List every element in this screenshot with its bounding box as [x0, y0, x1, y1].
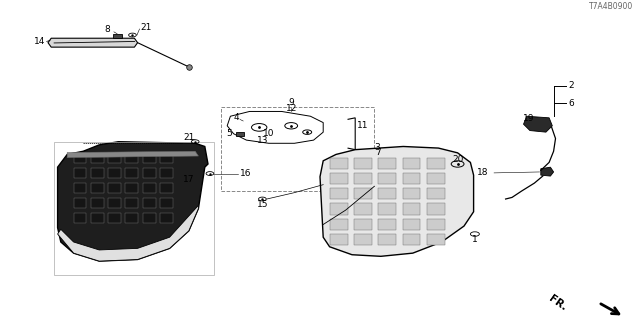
- Bar: [125, 183, 138, 193]
- Polygon shape: [58, 205, 198, 261]
- Bar: [91, 168, 104, 178]
- Bar: [330, 219, 348, 230]
- Bar: [330, 204, 348, 215]
- Text: 4: 4: [234, 113, 239, 122]
- Bar: [143, 168, 156, 178]
- Bar: [354, 188, 372, 199]
- Text: 10: 10: [263, 129, 275, 138]
- Bar: [354, 219, 372, 230]
- Polygon shape: [58, 142, 208, 261]
- Bar: [91, 198, 104, 208]
- Bar: [403, 173, 420, 184]
- Text: 14: 14: [34, 37, 45, 46]
- Bar: [91, 183, 104, 193]
- Bar: [427, 234, 445, 245]
- Text: 12: 12: [285, 104, 297, 113]
- Polygon shape: [524, 116, 552, 132]
- Bar: [330, 173, 348, 184]
- Bar: [125, 153, 138, 163]
- Bar: [143, 213, 156, 223]
- Bar: [330, 158, 348, 169]
- Bar: [143, 153, 156, 163]
- Text: 11: 11: [357, 121, 369, 130]
- Bar: [354, 173, 372, 184]
- Bar: [378, 219, 396, 230]
- Bar: [330, 234, 348, 245]
- Bar: [236, 132, 244, 136]
- Bar: [108, 168, 121, 178]
- Bar: [91, 153, 104, 163]
- Polygon shape: [320, 147, 474, 256]
- Bar: [330, 188, 348, 199]
- Bar: [427, 173, 445, 184]
- Text: 6: 6: [568, 99, 574, 108]
- Text: 3: 3: [375, 143, 380, 152]
- Text: 21: 21: [183, 133, 195, 142]
- Bar: [378, 204, 396, 215]
- Bar: [125, 213, 138, 223]
- Text: 17: 17: [183, 175, 195, 184]
- Bar: [378, 173, 396, 184]
- Bar: [108, 213, 121, 223]
- Text: 18: 18: [477, 168, 488, 177]
- Bar: [354, 234, 372, 245]
- Text: 15: 15: [257, 200, 268, 209]
- Bar: [160, 153, 173, 163]
- Bar: [74, 168, 86, 178]
- Bar: [143, 198, 156, 208]
- Text: 9: 9: [289, 98, 294, 107]
- Text: 7: 7: [375, 148, 380, 157]
- Text: 13: 13: [257, 136, 268, 145]
- Bar: [74, 198, 86, 208]
- Bar: [108, 198, 121, 208]
- Polygon shape: [48, 38, 138, 47]
- Bar: [113, 34, 122, 38]
- Bar: [403, 188, 420, 199]
- Bar: [74, 213, 86, 223]
- Bar: [108, 183, 121, 193]
- Bar: [427, 219, 445, 230]
- Text: 8: 8: [105, 25, 110, 34]
- Bar: [354, 204, 372, 215]
- Bar: [160, 213, 173, 223]
- Bar: [427, 158, 445, 169]
- Bar: [403, 219, 420, 230]
- Text: 20: 20: [452, 155, 463, 164]
- Bar: [125, 168, 138, 178]
- Text: FR.: FR.: [547, 294, 568, 313]
- Bar: [91, 213, 104, 223]
- Polygon shape: [541, 167, 554, 176]
- Text: 21: 21: [140, 23, 152, 32]
- Text: 1: 1: [472, 235, 477, 244]
- Text: 2: 2: [568, 82, 574, 91]
- Bar: [403, 204, 420, 215]
- Bar: [108, 153, 121, 163]
- Bar: [378, 158, 396, 169]
- Bar: [74, 153, 86, 163]
- Bar: [160, 183, 173, 193]
- Bar: [54, 142, 214, 276]
- Bar: [354, 158, 372, 169]
- Bar: [160, 198, 173, 208]
- Bar: [74, 183, 86, 193]
- Bar: [221, 107, 374, 191]
- Bar: [403, 158, 420, 169]
- Bar: [143, 183, 156, 193]
- Bar: [378, 234, 396, 245]
- Bar: [427, 204, 445, 215]
- Text: 19: 19: [523, 114, 534, 123]
- Text: T7A4B0900: T7A4B0900: [589, 2, 634, 11]
- Polygon shape: [67, 151, 198, 158]
- Bar: [125, 198, 138, 208]
- Bar: [427, 188, 445, 199]
- Bar: [403, 234, 420, 245]
- Bar: [160, 168, 173, 178]
- Bar: [378, 188, 396, 199]
- Text: 5: 5: [226, 129, 232, 138]
- Text: 16: 16: [240, 169, 252, 178]
